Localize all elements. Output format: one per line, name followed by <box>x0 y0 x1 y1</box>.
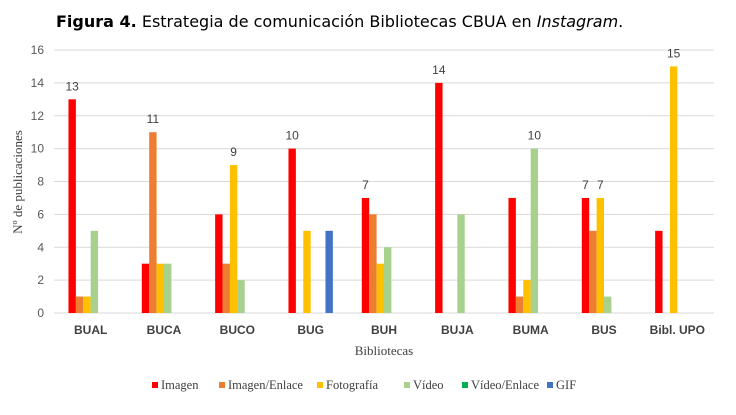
bar <box>68 99 76 313</box>
bar <box>325 230 333 313</box>
caption-text: Estrategia de comunicación Bibliotecas C… <box>141 12 532 31</box>
bar <box>523 280 531 313</box>
legend-label: Fotografía <box>326 378 379 392</box>
x-tick-label: BUAL <box>74 323 107 337</box>
legend-label: Imagen <box>161 378 199 392</box>
y-axis-title: Nº de publicaciones <box>10 130 25 234</box>
data-label: 14 <box>432 63 446 77</box>
y-tick-label: 14 <box>31 76 45 90</box>
x-axis-title: Bibliotecas <box>355 343 414 358</box>
y-tick-label: 10 <box>31 142 45 156</box>
y-tick-label: 4 <box>37 240 44 254</box>
x-tick-label: BUG <box>297 323 324 337</box>
x-axis-categories: BUAL BUCA BUCO BUG BUH BUJA BUMA BUS Bibl. UPO <box>74 323 705 337</box>
legend: Imagen Imagen/Enlace Fotografía Vídeo Vídeo/… <box>152 378 576 392</box>
data-label: 10 <box>528 129 542 143</box>
figure-number: Figura 4. <box>56 12 137 31</box>
bar <box>141 263 150 313</box>
bar <box>457 214 465 313</box>
legend-label: Imagen/Enlace <box>228 378 303 392</box>
y-tick-label: 6 <box>37 207 44 221</box>
bar <box>655 230 663 313</box>
bar <box>669 66 678 313</box>
legend-swatch <box>547 382 553 388</box>
legend-swatch <box>317 382 323 388</box>
bar <box>596 197 604 313</box>
bar <box>83 296 91 313</box>
bar <box>581 197 590 313</box>
bar <box>435 82 443 313</box>
caption-end: . <box>618 12 624 31</box>
legend-label: Vídeo/Enlace <box>471 378 539 392</box>
data-label: 10 <box>285 129 299 143</box>
y-tick-label: 8 <box>37 175 44 189</box>
bar <box>369 214 377 313</box>
data-label: 9 <box>230 145 237 159</box>
legend-swatch <box>152 382 158 388</box>
data-label: 15 <box>667 46 681 60</box>
bar <box>508 197 516 313</box>
x-tick-label: BUS <box>591 323 616 337</box>
bar <box>376 263 384 313</box>
bar <box>303 230 311 313</box>
bar <box>530 148 539 313</box>
data-label: 11 <box>147 112 160 126</box>
bar <box>222 263 230 313</box>
bar <box>90 230 99 313</box>
bar <box>589 230 597 313</box>
bar <box>215 214 223 313</box>
x-tick-label: BUH <box>371 323 397 337</box>
bar <box>237 280 245 313</box>
legend-swatch <box>462 382 468 388</box>
legend-swatch <box>404 382 410 388</box>
y-tick-label: 2 <box>37 273 44 287</box>
caption-italic: Instagram <box>536 12 619 31</box>
x-tick-label: BUCA <box>147 323 182 337</box>
bar <box>515 296 524 313</box>
data-label: 7 <box>582 178 589 192</box>
legend-label: Vídeo <box>413 378 444 392</box>
bar <box>361 197 370 313</box>
figure-caption: Figura 4. Estrategia de comunicación Bib… <box>56 12 623 31</box>
bar <box>164 263 172 313</box>
data-label: 7 <box>597 178 604 192</box>
x-tick-label: BUJA <box>441 323 474 337</box>
bar <box>149 132 157 313</box>
bar <box>288 148 296 313</box>
bar <box>156 263 164 313</box>
bar <box>604 296 612 313</box>
data-label: 7 <box>362 178 369 192</box>
bar <box>384 247 392 313</box>
legend-label: GIF <box>556 378 576 392</box>
x-tick-label: Bibl. UPO <box>650 323 705 337</box>
bar <box>229 165 238 313</box>
y-tick-label: 0 <box>37 306 44 320</box>
x-tick-label: BUCO <box>220 323 255 337</box>
data-label: 13 <box>65 79 79 93</box>
y-axis-ticks: 0 2 4 6 8 10 12 14 16 <box>31 43 45 320</box>
bar <box>75 296 84 313</box>
x-tick-label: BUMA <box>513 323 549 337</box>
y-tick-label: 12 <box>31 109 45 123</box>
legend-swatch <box>219 382 225 388</box>
y-tick-label: 16 <box>31 43 45 57</box>
bars <box>68 66 678 313</box>
